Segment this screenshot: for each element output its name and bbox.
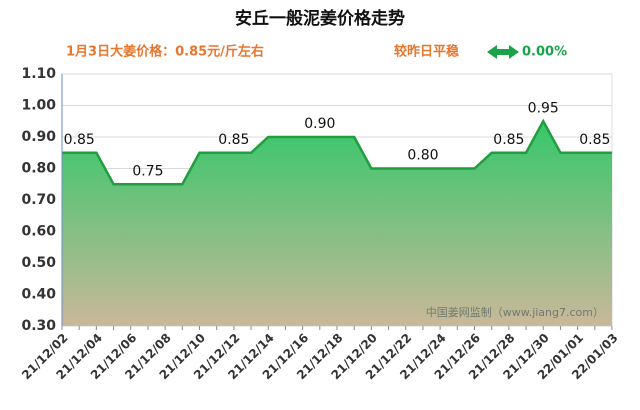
y-tick-label: 0.60	[21, 224, 56, 240]
value-label: 0.95	[528, 100, 559, 116]
value-label: 0.85	[218, 132, 249, 148]
watermark: 中国姜网监制（www.jiang7.com）	[426, 305, 604, 319]
change-label: 较昨日平稳	[394, 44, 459, 60]
y-tick-label: 0.80	[21, 161, 56, 177]
value-label: 0.85	[579, 132, 610, 148]
y-tick-label: 0.40	[21, 287, 56, 303]
value-label: 0.85	[493, 132, 524, 148]
y-tick-label: 0.30	[21, 318, 56, 334]
y-tick-label: 1.00	[21, 98, 56, 114]
value-label: 0.90	[304, 116, 335, 132]
flat-arrow-icon	[487, 45, 519, 59]
y-tick-label: 1.10	[21, 66, 56, 82]
y-tick-label: 0.50	[21, 255, 56, 271]
subtitle: 1月3日大姜价格：0.85元/斤左右	[66, 44, 264, 60]
value-label: 0.75	[132, 163, 163, 179]
line	[62, 118, 612, 186]
area	[62, 121, 612, 326]
y-tick-label: 0.90	[21, 129, 56, 145]
value-label: 0.80	[407, 148, 438, 164]
y-tick-label: 0.70	[21, 192, 56, 208]
change-value: 0.00%	[522, 45, 567, 60]
value-label: 0.85	[64, 132, 95, 148]
chart-title: 安丘一般泥姜价格走势	[235, 8, 405, 29]
